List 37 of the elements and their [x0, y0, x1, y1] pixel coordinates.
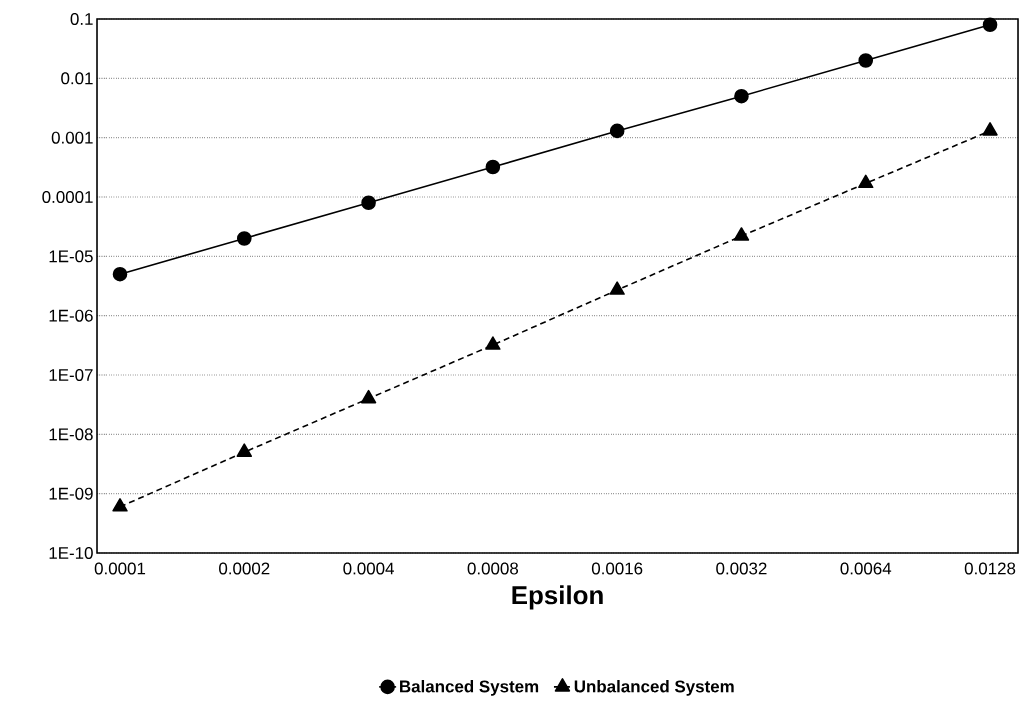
point	[236, 443, 253, 457]
y-tick-label: 0.0001	[42, 191, 93, 203]
legend-label: Unbalanced System	[574, 680, 734, 696]
y-tick-label: 1E-05	[49, 250, 93, 263]
y-tick-label: 1E-07	[49, 369, 93, 381]
point	[982, 17, 998, 33]
x-tick-label: 0.0002	[219, 562, 270, 575]
point	[858, 53, 874, 68]
x-axis-title: Epsilon	[512, 585, 603, 610]
point	[982, 122, 998, 136]
point	[733, 227, 750, 241]
y-tick-label: 1E-06	[49, 309, 93, 322]
x-tick-label: 0.0032	[716, 562, 767, 575]
x-tick-label: 0.0064	[840, 562, 892, 575]
legend-label: Balanced System	[400, 680, 539, 696]
y-tick-label: 0.01	[61, 72, 93, 85]
y-tick-label: 0.001	[51, 131, 93, 144]
point	[734, 88, 749, 104]
y-tick-label: 1E-08	[49, 428, 93, 441]
point	[485, 159, 501, 175]
point	[609, 281, 625, 295]
y-tick-label: 1E-09	[49, 487, 93, 500]
point	[485, 336, 501, 350]
x-tick-label: 0.0004	[343, 562, 394, 575]
x-tick-label: 0.0128	[964, 562, 1016, 575]
point	[361, 195, 376, 211]
point	[858, 174, 874, 189]
x-tick-label: 0.0001	[94, 562, 146, 575]
x-tick-label: 0.0008	[467, 562, 519, 575]
point	[236, 231, 252, 246]
point	[112, 266, 128, 282]
y-tick-label: 1E-10	[49, 547, 93, 559]
point	[360, 389, 377, 404]
y-tick-label: 0.1	[70, 13, 93, 25]
point	[112, 498, 128, 512]
point	[609, 123, 625, 139]
x-tick-label: 0.0016	[591, 562, 643, 575]
